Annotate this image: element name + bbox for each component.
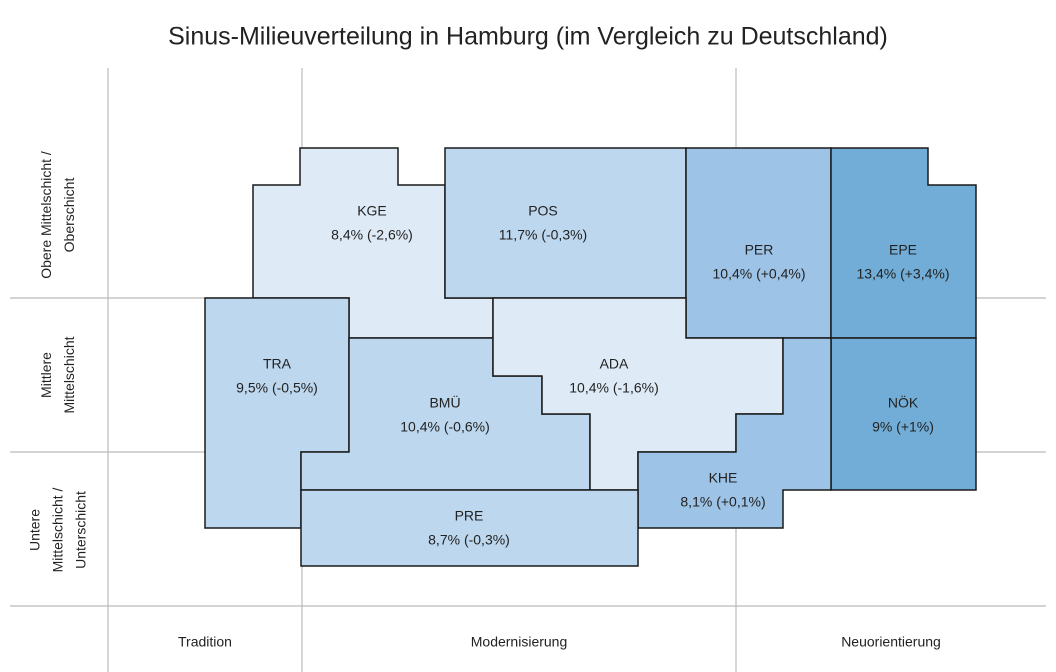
milieu-label: 8,7% (-0,3%) <box>428 532 510 548</box>
column-label: Modernisierung <box>471 634 568 650</box>
title: Sinus-Milieuverteilung in Hamburg (im Ve… <box>168 23 888 51</box>
milieus <box>204 147 977 567</box>
milieu-label: 10,4% (+0,4%) <box>713 266 806 282</box>
column-label: Neuorientierung <box>841 634 941 650</box>
milieu-code: KGE <box>357 203 387 219</box>
row-label: Mittelschicht <box>61 336 77 413</box>
milieu-code: NÖK <box>888 394 919 411</box>
milieu-label: 11,7% (-0,3%) <box>499 227 587 243</box>
milieu-pre <box>300 489 639 567</box>
milieu-code: POS <box>528 203 558 219</box>
row-label: Oberschicht <box>61 178 77 253</box>
milieu-label: 8,1% (+0,1%) <box>680 494 765 510</box>
milieu-pos <box>444 147 687 299</box>
milieu-label: 9,5% (-0,5%) <box>236 380 318 396</box>
milieu-code: ADA <box>600 356 629 372</box>
milieu-code: BMÜ <box>429 394 460 411</box>
milieu-nok <box>830 337 977 491</box>
milieu-label: 10,4% (-1,6%) <box>569 380 658 396</box>
row-label: Mittlere <box>38 352 54 398</box>
row-label: Untere <box>27 509 43 551</box>
milieu-label: 10,4% (-0,6%) <box>400 419 489 435</box>
milieu-code: EPE <box>889 242 917 258</box>
milieu-code: PER <box>745 242 774 258</box>
row-label: Obere Mittelschicht / <box>38 151 54 279</box>
column-label: Tradition <box>178 634 232 650</box>
milieu-label: 8,4% (-2,6%) <box>331 227 413 243</box>
milieu-code: KHE <box>709 470 738 486</box>
row-label: Unterschicht <box>73 491 89 569</box>
row-label: Mittelschicht / <box>50 487 66 572</box>
milieu-code: TRA <box>263 356 292 372</box>
milieu-code: PRE <box>455 508 484 524</box>
milieu-label: 13,4% (+3,4%) <box>857 266 950 282</box>
milieu-label: 9% (+1%) <box>872 419 934 435</box>
